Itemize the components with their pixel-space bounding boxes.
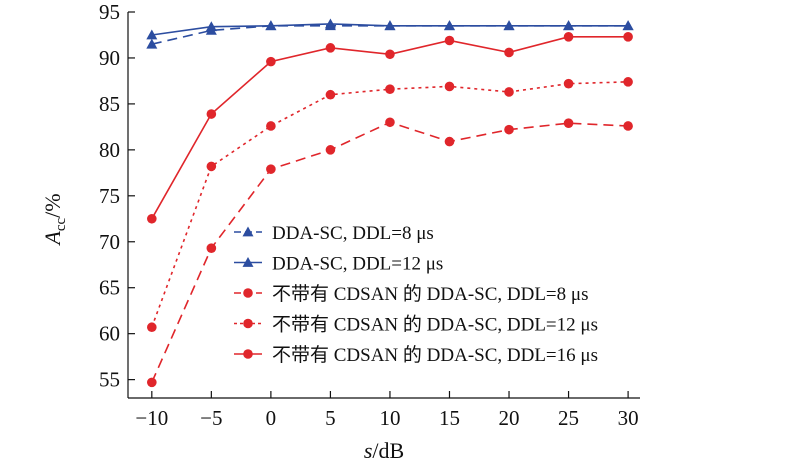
legend-marker xyxy=(243,349,253,359)
legend-label: 不带有 CDSAN 的 DDA-SC, DDL=16 μs xyxy=(272,344,598,366)
data-point xyxy=(147,322,157,333)
series-2 xyxy=(146,18,634,40)
x-tick-label: 0 xyxy=(266,406,277,430)
data-point xyxy=(325,43,336,53)
data-point xyxy=(206,161,217,172)
legend-marker xyxy=(242,257,254,267)
y-tick-label: 95 xyxy=(99,0,120,24)
data-point xyxy=(385,84,395,94)
series-line xyxy=(151,121,629,383)
y-tick-label: 90 xyxy=(99,46,120,70)
legend-entry-1: DDA-SC, DDL=8 μs xyxy=(234,223,434,244)
data-point xyxy=(385,117,395,128)
series-layer xyxy=(146,18,634,388)
legend-label: DDA-SC, DDL=8 μs xyxy=(272,223,434,244)
y-tick-label: 70 xyxy=(99,230,120,254)
x-tick-label: 15 xyxy=(439,406,460,430)
x-axis-label: s/dB xyxy=(364,438,404,463)
y-tick-label: 65 xyxy=(99,276,120,300)
series-line xyxy=(151,25,629,45)
series-5 xyxy=(147,32,633,224)
axis-labels: s/dB Acc/% xyxy=(40,193,404,463)
legend: DDA-SC, DDL=8 μs DDA-SC, DDL=12 μs 不带有 CDS… xyxy=(234,223,598,366)
data-point xyxy=(503,20,515,31)
legend-label: DDA-SC, DDL=12 μs xyxy=(272,254,443,275)
x-tick-label: 20 xyxy=(499,406,520,430)
legend-entry-3: 不带有 CDSAN 的 DDA-SC, DDL=8 μs xyxy=(234,283,588,305)
data-point xyxy=(324,18,336,29)
data-point xyxy=(444,35,455,46)
data-point xyxy=(146,29,158,40)
x-tick-label: 30 xyxy=(618,406,639,430)
data-point xyxy=(325,145,336,155)
data-point xyxy=(325,89,336,100)
data-point xyxy=(563,32,574,42)
data-point xyxy=(504,87,514,97)
series-line xyxy=(151,36,629,220)
data-point xyxy=(504,124,514,135)
x-tick-label: −10 xyxy=(135,406,168,430)
x-tick-label: 10 xyxy=(379,406,400,430)
data-point xyxy=(444,136,455,147)
legend-label: 不带有 CDSAN 的 DDA-SC, DDL=12 μs xyxy=(272,314,598,336)
data-point xyxy=(623,32,633,42)
y-tick-label: 60 xyxy=(99,322,120,346)
x-tick-label: 25 xyxy=(558,406,579,430)
axes: 55 60 65 70 75 80 85 90 95 −10 −5 0 5 10 15 20 25 30 xyxy=(99,0,640,430)
data-point xyxy=(563,20,575,31)
legend-label: 不带有 CDSAN 的 DDA-SC, DDL=8 μs xyxy=(272,283,588,305)
y-tick-label: 55 xyxy=(99,368,120,392)
y-tick-label: 75 xyxy=(99,184,120,208)
legend-marker xyxy=(242,226,254,237)
data-point xyxy=(444,81,455,92)
data-point xyxy=(385,49,395,60)
legend-entry-5: 不带有 CDSAN 的 DDA-SC, DDL=16 μs xyxy=(234,344,598,366)
data-point xyxy=(623,121,633,131)
series-3 xyxy=(147,117,633,388)
data-point xyxy=(266,121,276,131)
data-point xyxy=(623,77,633,87)
data-point xyxy=(384,20,396,31)
data-point xyxy=(563,118,574,129)
data-point xyxy=(146,38,158,49)
data-point xyxy=(266,164,276,174)
legend-marker xyxy=(243,318,253,329)
data-point xyxy=(147,213,157,224)
data-point xyxy=(563,78,574,89)
data-point xyxy=(206,109,217,119)
series-4 xyxy=(147,77,633,333)
x-tick-label: −5 xyxy=(200,406,222,430)
data-point xyxy=(504,47,514,58)
y-tick-label: 80 xyxy=(99,138,120,162)
legend-entry-2: DDA-SC, DDL=12 μs xyxy=(234,254,443,275)
x-tick-label: 5 xyxy=(325,406,336,430)
data-point xyxy=(266,56,276,67)
data-point xyxy=(443,20,455,31)
data-point xyxy=(205,21,217,32)
data-point xyxy=(206,243,217,253)
data-point xyxy=(147,377,157,388)
y-axis-label: Acc/% xyxy=(40,193,69,246)
data-point xyxy=(265,20,277,31)
legend-entry-4: 不带有 CDSAN 的 DDA-SC, DDL=12 μs xyxy=(234,314,598,336)
y-tick-label: 85 xyxy=(99,92,120,116)
legend-marker xyxy=(243,288,253,298)
data-point xyxy=(622,20,634,31)
